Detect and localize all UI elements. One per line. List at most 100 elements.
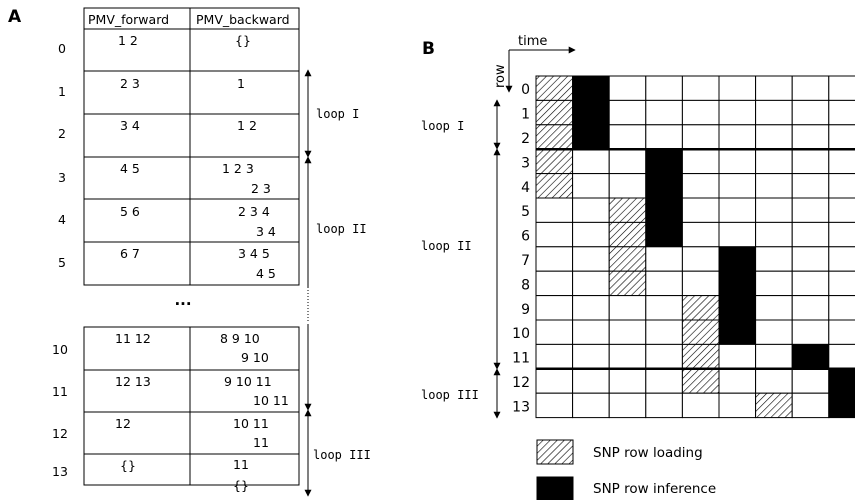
row-index: 2 xyxy=(58,126,66,141)
grid-cell xyxy=(755,343,793,370)
backward-cell: {} xyxy=(235,33,251,48)
grid-cell xyxy=(791,270,830,297)
grid-cell xyxy=(645,75,683,101)
grid-cell xyxy=(608,392,647,419)
grid-cell xyxy=(645,124,683,150)
grid-cell xyxy=(755,75,793,101)
backward-cell: 11 xyxy=(233,457,249,472)
grid-cell xyxy=(645,343,683,370)
backward-cell: 11 xyxy=(253,435,269,450)
grid-cell xyxy=(572,246,610,272)
grid-row-number: 10 xyxy=(512,326,530,342)
grid-cell xyxy=(572,295,610,321)
grid-row-number: 9 xyxy=(521,302,530,318)
row-index: 12 xyxy=(52,426,68,441)
grid-cell xyxy=(572,319,610,345)
grid-cell xyxy=(608,173,647,199)
grid-cell xyxy=(791,173,830,199)
grid-cell xyxy=(718,75,757,101)
forward-cell: 6 7 xyxy=(120,246,140,261)
grid-cell xyxy=(755,124,793,150)
grid-cell-loading xyxy=(681,368,720,394)
grid-cell-inference xyxy=(718,319,757,345)
grid-cell-loading xyxy=(608,270,647,297)
grid-cell-inference xyxy=(572,75,610,101)
backward-cell: 10 11 xyxy=(233,416,269,431)
grid-cell-loading xyxy=(535,148,574,175)
grid-row-number: 5 xyxy=(521,204,530,220)
grid-cell xyxy=(572,343,610,370)
grid-cell-loading xyxy=(755,392,793,419)
panel-a-loop-arrows: loop I loop II loop III xyxy=(304,69,371,497)
time-label: time xyxy=(518,34,547,49)
grid-cell xyxy=(755,319,793,345)
grid-cell-loading xyxy=(608,246,647,272)
grid-cell xyxy=(681,246,720,272)
grid-cell xyxy=(535,392,574,419)
legend-loading-label: SNP row loading xyxy=(593,445,703,461)
row-index: 1 xyxy=(58,84,66,99)
grid-cell xyxy=(645,246,683,272)
grid-cell xyxy=(681,173,720,199)
grid-cell xyxy=(572,392,610,419)
grid-row-number: 6 xyxy=(521,229,530,245)
loop-label: loop II xyxy=(421,239,472,253)
axes-indicator: time row xyxy=(493,34,576,93)
grid-row-number: 13 xyxy=(512,399,530,415)
schedule-grid xyxy=(535,75,855,419)
forward-cell: 2 3 xyxy=(120,76,140,91)
backward-cell: 9 10 xyxy=(241,350,269,365)
grid-cell xyxy=(645,368,683,394)
grid-cell xyxy=(755,295,793,321)
grid-row-number: 11 xyxy=(512,351,530,367)
grid-cell xyxy=(828,99,855,126)
grid-cell xyxy=(791,392,830,419)
grid-cell xyxy=(828,148,855,175)
grid-cell xyxy=(608,124,647,150)
grid-row-number: 2 xyxy=(521,131,530,147)
grid-cell xyxy=(755,148,793,175)
backward-cell: 1 2 xyxy=(237,118,257,133)
grid-cell xyxy=(791,197,830,223)
row-label: row xyxy=(493,64,508,88)
grid-cell xyxy=(718,99,757,126)
row-index: 10 xyxy=(52,342,68,357)
grid-cell xyxy=(535,295,574,321)
grid-cell xyxy=(828,295,855,321)
grid-cell-loading xyxy=(608,197,647,223)
grid-cell xyxy=(681,99,720,126)
forward-cell: 3 4 xyxy=(120,118,140,133)
grid-cell-loading xyxy=(681,295,720,321)
grid-cell xyxy=(755,99,793,126)
grid-cell xyxy=(608,319,647,345)
grid-cell xyxy=(572,270,610,297)
grid-cell xyxy=(608,75,647,101)
grid-cell-loading xyxy=(535,75,574,101)
grid-cell xyxy=(572,368,610,394)
grid-cell xyxy=(718,173,757,199)
grid-cell xyxy=(718,392,757,419)
grid-cell xyxy=(645,319,683,345)
grid-row-number: 4 xyxy=(521,180,530,196)
grid-cell xyxy=(681,221,720,248)
grid-cell-inference xyxy=(828,368,855,394)
grid-cell xyxy=(828,124,855,150)
grid-cell xyxy=(535,246,574,272)
grid-cell-loading xyxy=(681,343,720,370)
grid-cell xyxy=(828,270,855,297)
row-index: 13 xyxy=(52,464,68,479)
loop-label: loop III xyxy=(421,388,479,402)
grid-cell xyxy=(608,295,647,321)
panel-a-label: A xyxy=(8,7,22,27)
grid-cell-inference xyxy=(572,99,610,126)
grid-cell xyxy=(755,197,793,223)
grid-cell xyxy=(645,270,683,297)
grid-cell-inference xyxy=(791,343,830,370)
grid-cell xyxy=(681,197,720,223)
backward-cell: 3 4 xyxy=(256,224,276,239)
grid-cell xyxy=(791,221,830,248)
grid-cell-inference xyxy=(718,295,757,321)
grid-cell xyxy=(755,173,793,199)
grid-cell xyxy=(535,343,574,370)
